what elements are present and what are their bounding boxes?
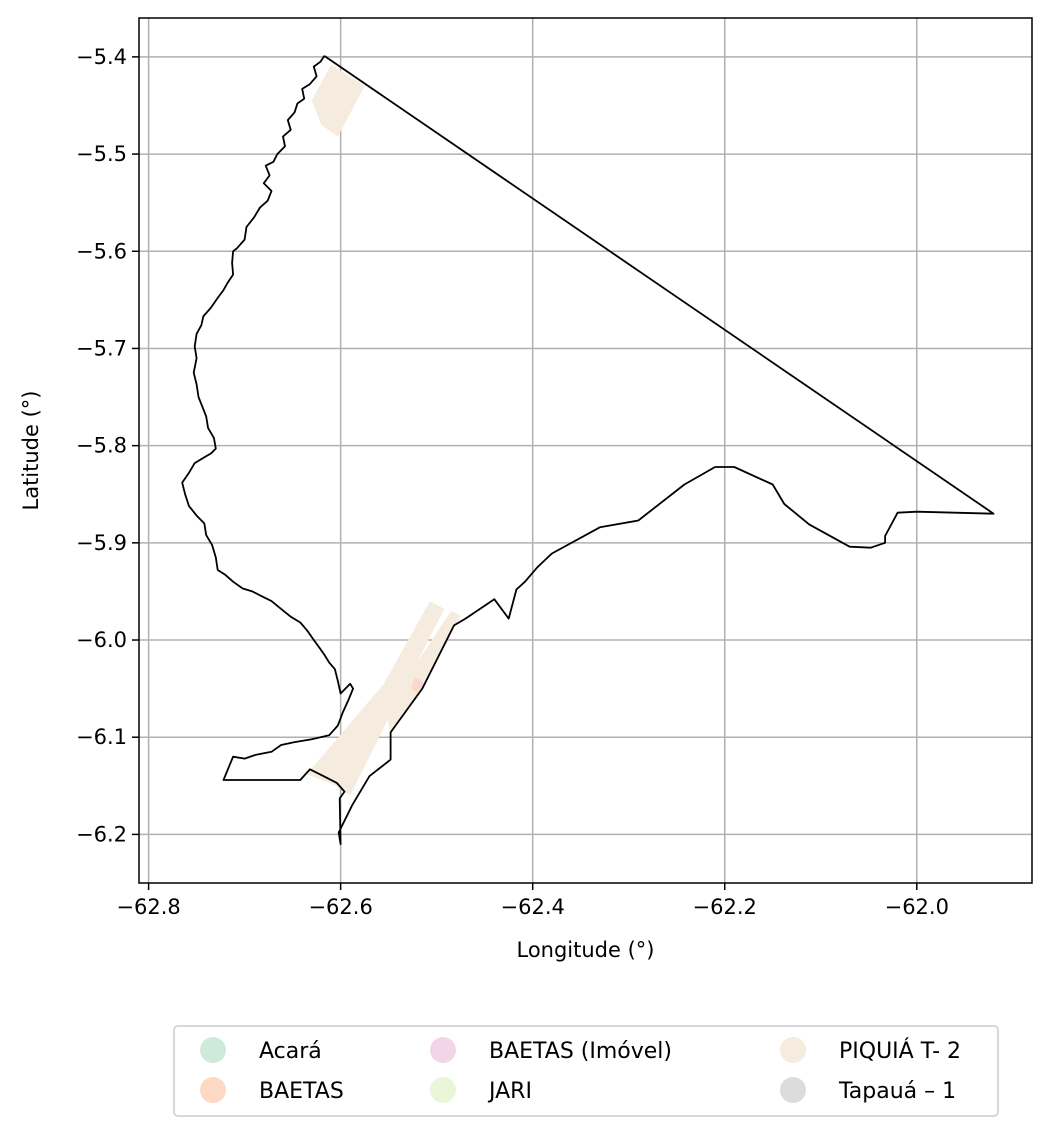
legend-marker <box>780 1037 806 1063</box>
area-piqui-t-2-2 <box>386 610 461 733</box>
area-piqui-t-2-1 <box>307 601 445 796</box>
legend-label: Acará <box>259 1039 322 1064</box>
y-tick-label: −5.5 <box>76 142 127 166</box>
concession-areas <box>307 64 461 796</box>
legend-label: Tapauá – 1 <box>838 1079 956 1104</box>
y-tick-label: −6.1 <box>76 725 127 749</box>
y-tick-label: −5.7 <box>76 336 127 360</box>
legend-label: PIQUIÁ T- 2 <box>839 1038 961 1064</box>
y-axis-label: Latitude (°) <box>19 391 43 511</box>
x-tick-label: −62.2 <box>693 895 757 919</box>
plot-frame <box>138 17 1033 884</box>
y-tick-label: −5.4 <box>76 45 127 69</box>
legend-marker <box>200 1077 226 1103</box>
x-tick-label: −62.8 <box>116 895 180 919</box>
x-tick-label: −62.4 <box>501 895 565 919</box>
y-tick-label: −6.0 <box>76 628 127 652</box>
legend-marker <box>430 1077 456 1103</box>
y-tick-label: −5.8 <box>76 434 127 458</box>
legend-marker <box>780 1077 806 1103</box>
axis-ticks: −62.8 −62.6 −62.4 −62.2 −62.0 −5.4 −5.5 −5.6 −5.… <box>76 45 949 919</box>
area-piqui-t-2-0 <box>311 64 365 137</box>
x-tick-label: −62.6 <box>308 895 372 919</box>
legend: Acará BAETAS BAETAS (Imóvel) JARI PIQUIÁ T- … <box>173 1025 999 1117</box>
legend-label: BAETAS <box>259 1079 344 1104</box>
legend-marker <box>430 1037 456 1063</box>
legend-label: JARI <box>487 1079 532 1104</box>
legend-label: BAETAS (Imóvel) <box>489 1039 672 1064</box>
legend-marker <box>200 1037 226 1063</box>
y-tick-label: −5.9 <box>76 531 127 555</box>
area-baetas-3 <box>411 677 421 694</box>
x-axis-label: Longitude (°) <box>516 938 654 962</box>
y-tick-label: −5.6 <box>76 239 127 263</box>
y-tick-label: −6.2 <box>76 822 127 846</box>
x-tick-label: −62.0 <box>885 895 949 919</box>
municipality-boundary <box>181 55 995 845</box>
boundary-layer <box>181 55 995 845</box>
grid-lines <box>139 18 1032 883</box>
